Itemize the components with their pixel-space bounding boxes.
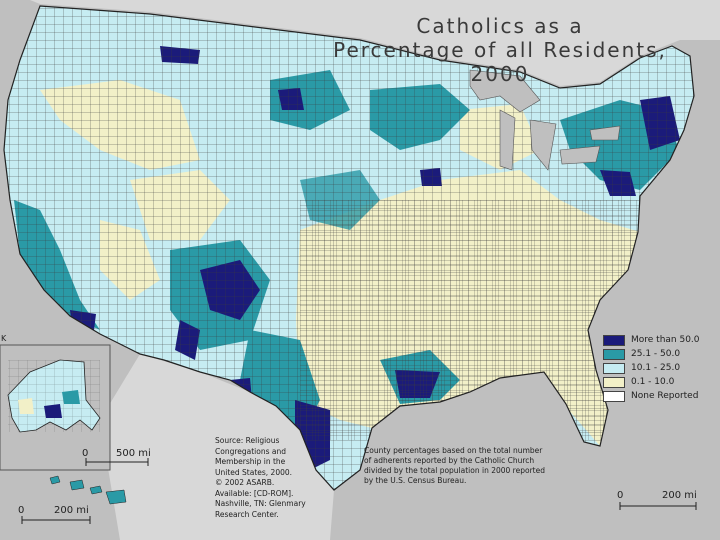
main-scale-bar (619, 502, 697, 510)
hawaii-scale-bar (21, 516, 91, 524)
legend-row: 0.1 - 10.0 (603, 375, 715, 389)
legend-swatch (603, 362, 625, 374)
canada-land (30, 0, 720, 86)
legend-swatch (603, 390, 625, 402)
legend-label: More than 50.0 (631, 335, 700, 345)
legend-label: 25.1 - 50.0 (631, 349, 681, 359)
note-line: of adherents reported by the Catholic Ch… (364, 456, 535, 465)
us-outline (3, 5, 695, 491)
method-note: County percentages based on the total nu… (364, 446, 604, 486)
legend: More than 50.0 25.1 - 50.0 10.1 - 25.0 0… (603, 333, 715, 403)
legend-label: 10.1 - 25.0 (631, 363, 681, 373)
legend-row: More than 50.0 (603, 333, 715, 347)
source-line: Membership in the (215, 457, 286, 466)
title-line-1: Catholics as a (416, 14, 584, 38)
legend-label: None Reported (631, 391, 699, 401)
alaska-inset (0, 344, 111, 471)
alaska-scale-zero: 0 (82, 448, 89, 459)
note-line: County percentages based on the total nu… (364, 446, 543, 455)
legend-row: None Reported (603, 389, 715, 403)
alaska-scale-distance: 500 mi (116, 448, 151, 459)
source-line: United States, 2000. (215, 467, 293, 477)
legend-swatch (603, 348, 625, 360)
hawaii-scale-distance: 200 mi (54, 505, 89, 516)
map-title: Catholics as a Percentage of all Residen… (330, 14, 670, 86)
source-line: Nashville, TN: Glenmary (215, 499, 306, 508)
legend-swatch (603, 376, 625, 388)
source-line: Research Center. (215, 509, 279, 519)
great-lakes (469, 69, 621, 171)
hawaii-scale-zero: 0 (18, 505, 25, 516)
source-line: Congregations and (215, 446, 286, 456)
source-citation: Source: Religious Congregations and Memb… (215, 436, 325, 520)
note-line: divided by the total population in 2000 … (364, 466, 545, 475)
legend-swatch (603, 334, 625, 346)
alaska-scale-bar (85, 458, 149, 466)
source-line: Source: Religious (215, 436, 280, 445)
title-line-2: Percentage of all Residents, 2000 (333, 38, 667, 86)
note-line: by the U.S. Census Bureau. (364, 476, 467, 485)
main-scale-zero: 0 (617, 490, 624, 501)
source-line: © 2002 ASARB. (215, 478, 275, 487)
main-scale-distance: 200 mi (662, 490, 697, 501)
source-line: Available: [CD-ROM]. (215, 488, 294, 498)
legend-label: 0.1 - 10.0 (631, 377, 675, 387)
legend-row: 25.1 - 50.0 (603, 347, 715, 361)
legend-row: 10.1 - 25.0 (603, 361, 715, 375)
mexico-land (100, 354, 334, 540)
edge-mark: K (1, 334, 7, 343)
hawaii-inset (49, 475, 127, 505)
